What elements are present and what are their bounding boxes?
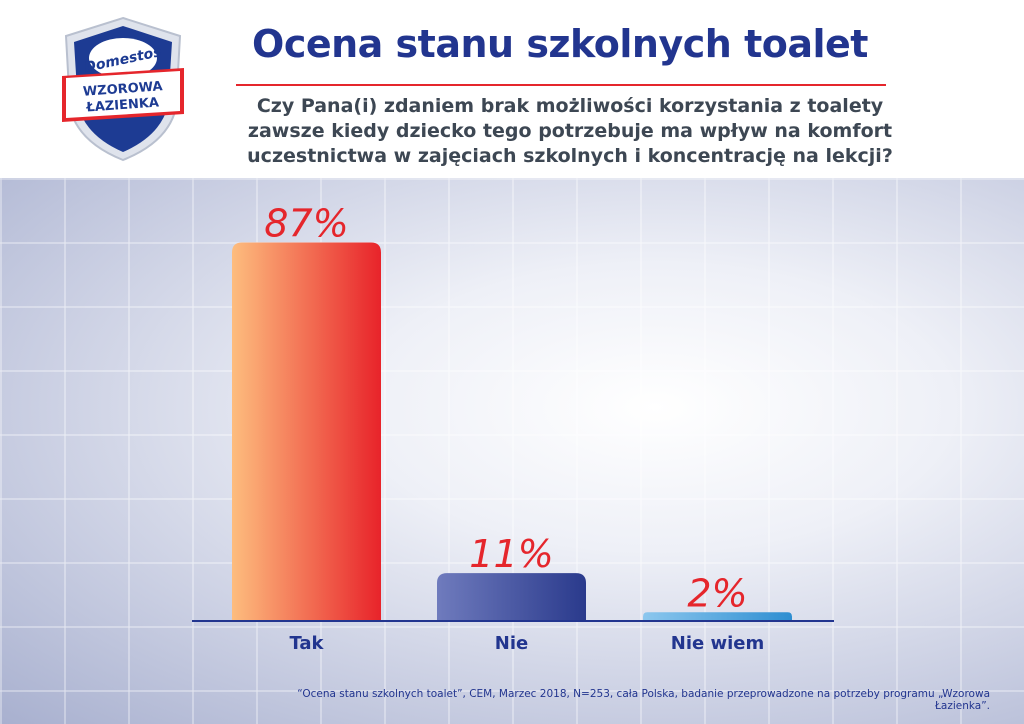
logo-white-band-icon <box>66 71 180 118</box>
category-label: Tak <box>289 633 324 654</box>
category-label: Nie wiem <box>671 633 764 654</box>
tile-background <box>0 178 1024 724</box>
wzorowa-lazienka-logo: Domestos WZOROWA ŁAZIENKA <box>62 16 184 162</box>
data-label: 87% <box>264 202 348 246</box>
page-title: Ocena stanu szkolnych toalet <box>252 22 868 66</box>
chart-area <box>0 178 1024 724</box>
bar-nie-wiem <box>643 612 792 621</box>
bar-tak <box>232 242 381 622</box>
brand-oval-icon <box>89 38 157 78</box>
logo-line1: WZOROWA <box>82 79 163 100</box>
question-line: uczestnictwa w zajęciach szkolnych i kon… <box>247 145 893 167</box>
question-line: zawsze kiedy dziecko tego potrzebuje ma … <box>247 120 893 142</box>
category-label: Nie <box>495 633 528 654</box>
header: Domestos WZOROWA ŁAZIENKA Ocena stanu sz… <box>0 0 1024 178</box>
data-label: 2% <box>687 571 747 615</box>
source-footnote: “Ocena stanu szkolnych toalet”, CEM, Mar… <box>297 688 990 712</box>
data-label: 11% <box>469 532 553 576</box>
question-text: Czy Pana(i) zdaniem brak możliwości korz… <box>220 94 920 169</box>
question-line: Czy Pana(i) zdaniem brak możliwości korz… <box>256 95 884 117</box>
bar-nie <box>437 573 586 621</box>
logo-line2: ŁAZIENKA <box>85 95 159 115</box>
title-divider <box>236 84 886 86</box>
